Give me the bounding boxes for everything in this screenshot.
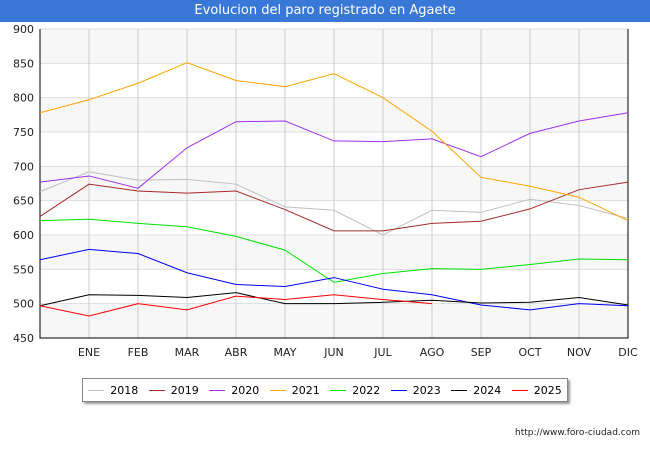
x-tick-label: AGO: [420, 346, 445, 359]
legend-label: 2022: [352, 383, 381, 397]
x-tick-label: DIC: [618, 346, 638, 359]
series-line-2023: [39, 248, 629, 311]
y-tick-label: 550: [13, 263, 34, 276]
legend-item-2025: 2025: [511, 383, 562, 397]
x-tick-label: ENE: [78, 346, 100, 359]
legend-item-2023: 2023: [390, 383, 441, 397]
legend-swatch: [148, 389, 165, 391]
y-tick-label: 900: [13, 23, 34, 36]
legend-swatch: [88, 389, 105, 391]
x-tick-label: NOV: [567, 346, 592, 359]
y-tick-label: 800: [13, 92, 34, 105]
legend-swatch: [390, 389, 407, 391]
y-tick-label: 600: [13, 229, 34, 242]
series-line-2018: [39, 171, 629, 236]
legend-label: 2021: [291, 383, 320, 397]
chart-title: Evolucion del paro registrado en Agaete: [0, 0, 650, 22]
series-line-2022: [39, 218, 629, 283]
legend-swatch: [330, 389, 347, 391]
y-tick-label: 700: [13, 160, 34, 173]
source-url: http://www.foro-ciudad.com: [515, 428, 640, 438]
x-tick-label: OCT: [518, 346, 541, 359]
x-tick-label: JUN: [323, 346, 344, 359]
legend-swatch: [451, 389, 468, 391]
legend-item-2021: 2021: [269, 383, 320, 397]
y-tick-label: 450: [13, 332, 34, 345]
y-tick-label: 650: [13, 195, 34, 208]
legend-label: 2019: [170, 383, 199, 397]
y-tick-label: 750: [13, 126, 34, 139]
series-line-2025: [39, 294, 433, 317]
legend-swatch: [209, 389, 226, 391]
x-tick-label: ABR: [225, 346, 248, 359]
x-tick-label: FEB: [128, 346, 149, 359]
legend-item-2019: 2019: [148, 383, 199, 397]
x-tick-label: MAY: [274, 346, 297, 359]
legend-item-2020: 2020: [209, 384, 259, 397]
series-line-2024: [39, 292, 629, 307]
y-tick-label: 850: [13, 57, 34, 70]
legend-label: 2023: [412, 383, 441, 397]
x-tick-label: SEP: [471, 346, 492, 359]
series-line-2020: [39, 112, 629, 189]
legend-label: 2024: [473, 383, 502, 397]
y-tick-label: 500: [13, 298, 34, 311]
legend-item-2022: 2022: [330, 384, 380, 397]
legend: 2018 2019 2020 2021 2022 2023 2024 2025: [82, 378, 568, 402]
legend-label: 2018: [110, 383, 139, 397]
series-line-2019: [39, 181, 629, 232]
legend-label: 2025: [533, 383, 562, 397]
plot-frame: [39, 29, 629, 339]
series-line-2021: [39, 62, 629, 222]
legend-item-2018: 2018: [88, 384, 138, 397]
legend-swatch: [269, 389, 286, 391]
legend-label: 2020: [231, 383, 260, 397]
x-tick-label: MAR: [175, 346, 200, 359]
legend-item-2024: 2024: [451, 384, 501, 397]
legend-swatch: [511, 389, 528, 391]
x-tick-label: JUL: [373, 346, 392, 359]
